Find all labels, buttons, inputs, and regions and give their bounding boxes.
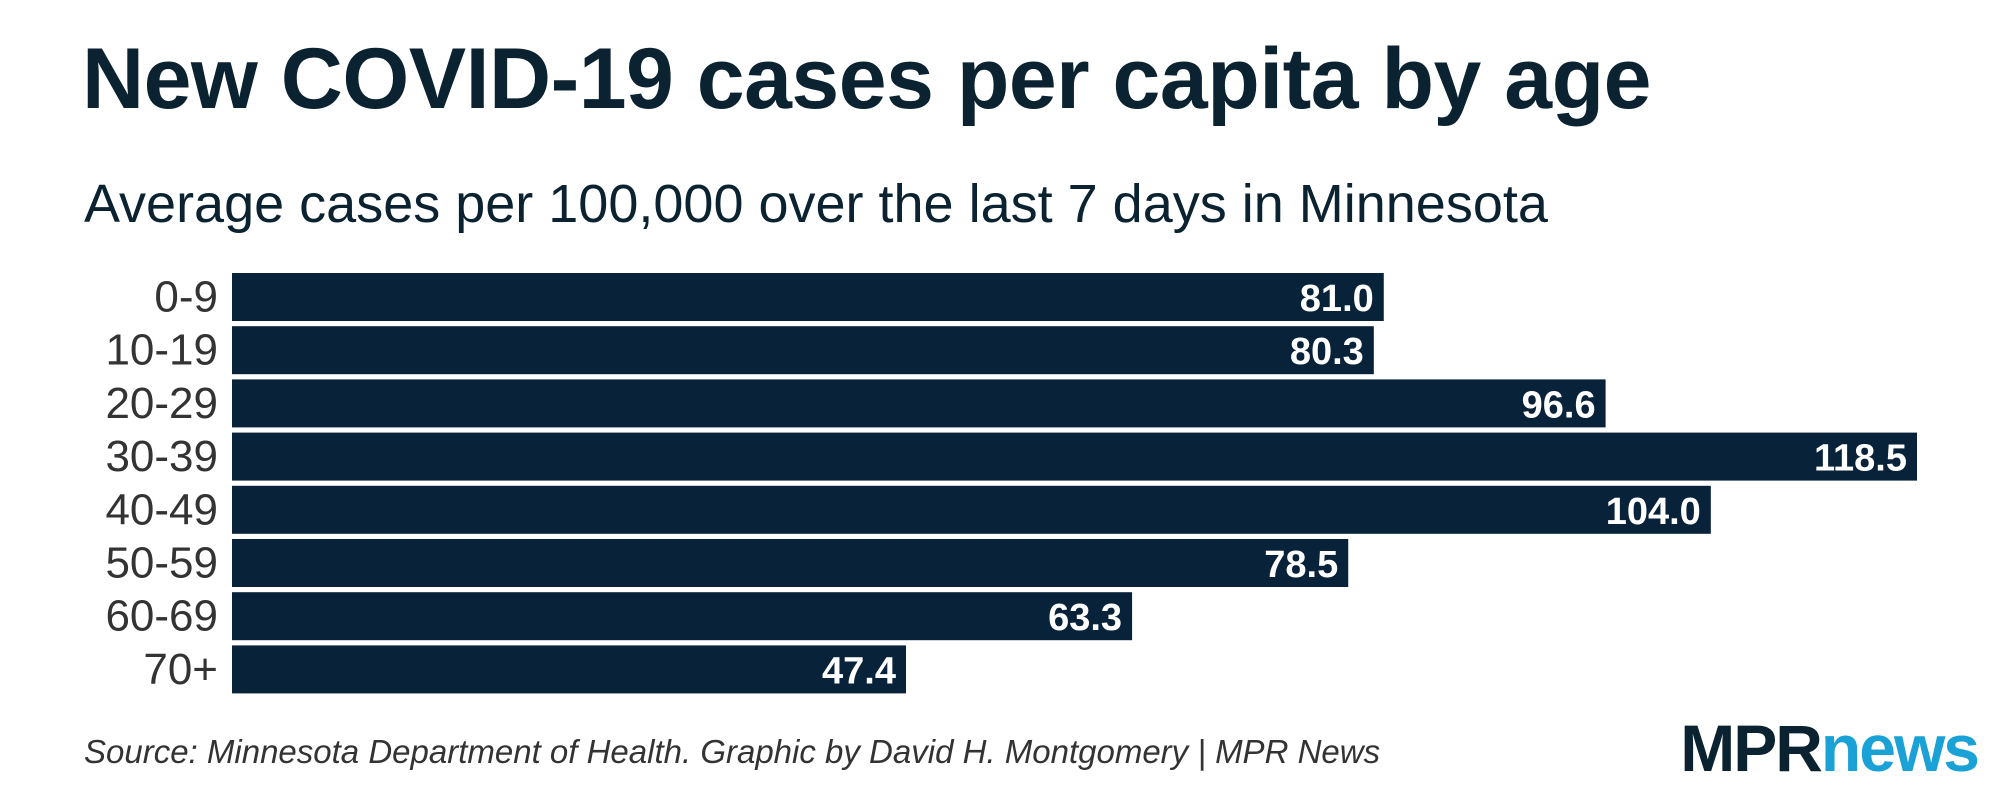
- category-label: 20-29: [105, 379, 218, 428]
- category-label: 60-69: [105, 592, 218, 641]
- category-label: 10-19: [105, 326, 218, 375]
- bar-30-39: [232, 432, 1917, 481]
- logo-news-text: news: [1820, 711, 1980, 785]
- bar-0-9: [232, 273, 1384, 321]
- bars-group: 0-9 81.0 10-19 80.3 20-29 96.6 30-39 118.5 40-49…: [105, 273, 1917, 694]
- chart-subtitle: Average cases per 100,000 over the last …: [84, 174, 1548, 234]
- category-label: 50-59: [105, 539, 218, 588]
- category-label: 70+: [143, 645, 218, 694]
- category-label: 40-49: [105, 485, 218, 534]
- bar-60-69: [232, 592, 1133, 641]
- value-label: 47.4: [822, 650, 896, 692]
- bar-70+: [232, 645, 906, 694]
- value-label: 96.6: [1522, 384, 1596, 426]
- bar-10-19: [232, 326, 1374, 375]
- category-label: 30-39: [105, 432, 218, 481]
- bar-20-29: [232, 379, 1606, 428]
- value-label: 81.0: [1300, 278, 1374, 320]
- category-label: 0-9: [154, 273, 218, 322]
- bar-chart: 0-9 81.0 10-19 80.3 20-29 96.6 30-39 118.5 40-49…: [105, 273, 1917, 694]
- mpr-news-logo: MPRnews: [1680, 715, 1980, 781]
- value-label: 80.3: [1290, 331, 1364, 373]
- bar-50-59: [232, 539, 1349, 587]
- chart-title: New COVID-19 cases per capita by age: [82, 31, 1651, 127]
- value-label: 118.5: [1814, 438, 1907, 480]
- value-label: 104.0: [1606, 491, 1701, 533]
- source-note: Source: Minnesota Department of Health. …: [84, 733, 1381, 770]
- value-label: 78.5: [1264, 544, 1338, 586]
- logo-mpr-text: MPR: [1680, 711, 1823, 785]
- bar-40-49: [232, 485, 1711, 534]
- value-label: 63.3: [1048, 597, 1122, 639]
